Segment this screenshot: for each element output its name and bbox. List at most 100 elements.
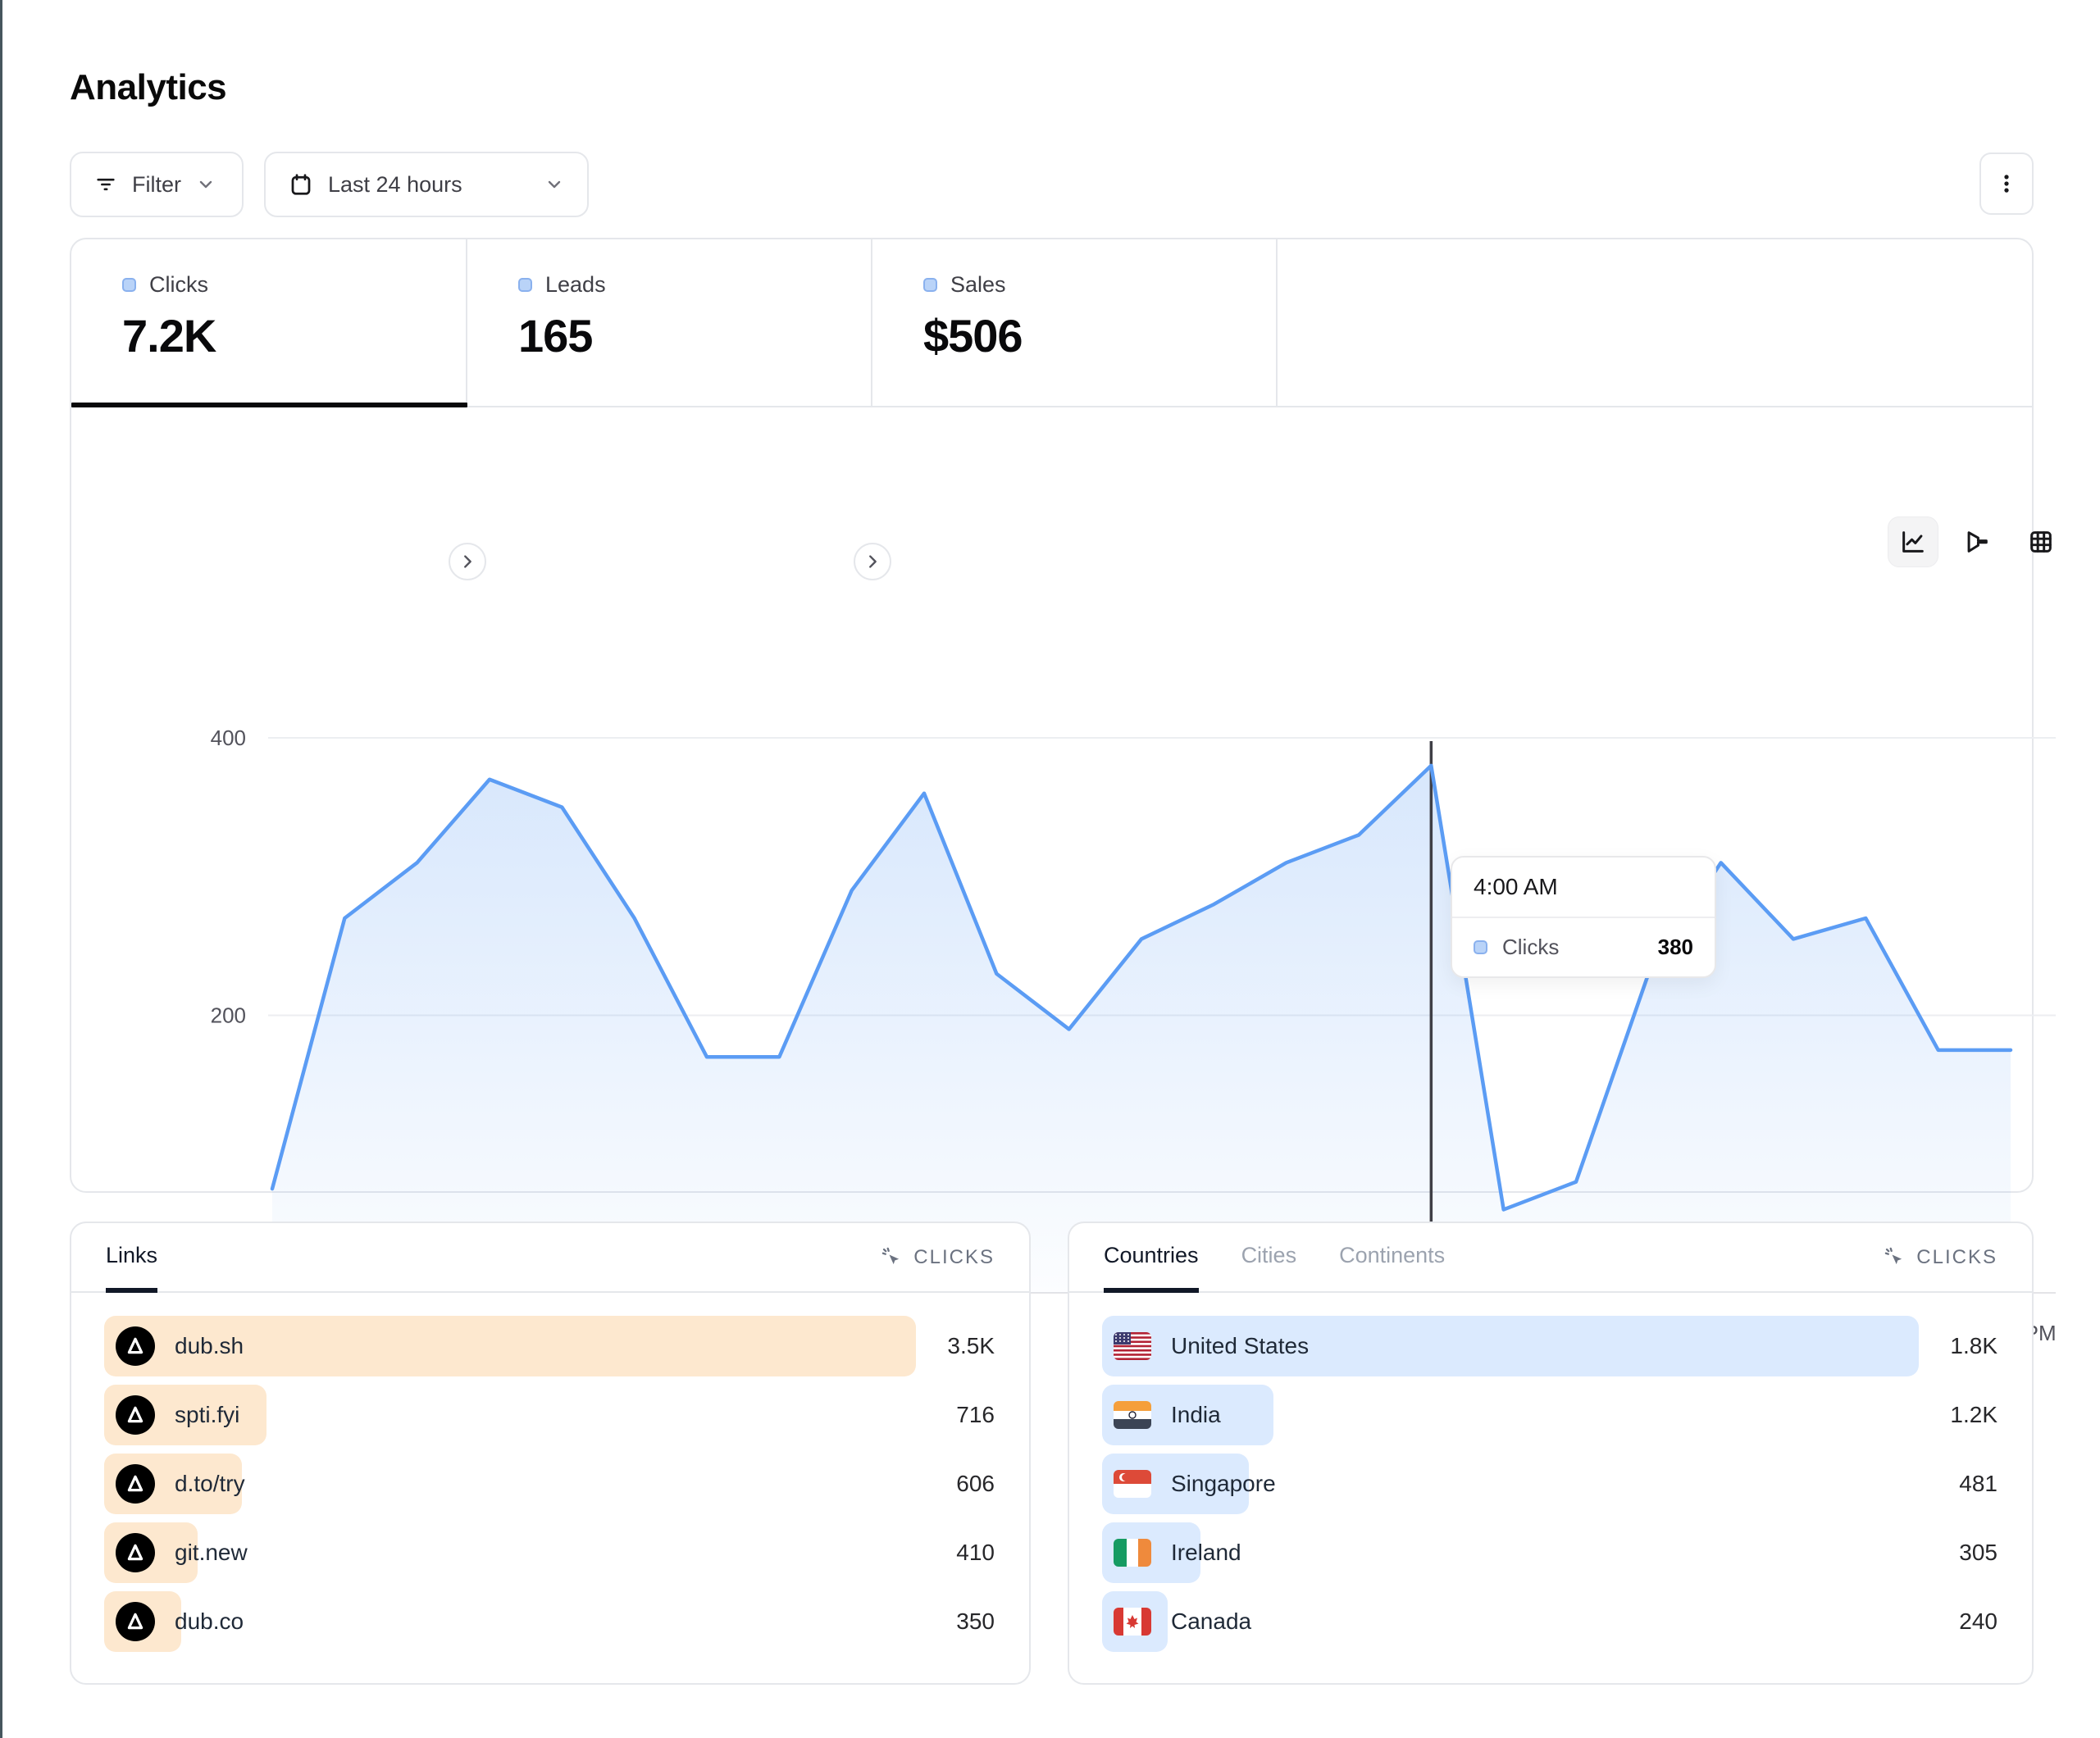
bar-track: Ireland bbox=[1102, 1522, 1919, 1583]
item-value: 1.8K bbox=[1950, 1333, 1998, 1358]
clicks-legend-swatch bbox=[122, 278, 136, 292]
dub-logo-icon bbox=[116, 1395, 155, 1435]
bar-track: git.new bbox=[104, 1522, 916, 1583]
analytics-card: Clicks 7.2K Leads 165 Sales $506 bbox=[70, 238, 2057, 1345]
filter-label: Filter bbox=[132, 171, 181, 197]
item-label: Canada bbox=[1171, 1608, 1252, 1634]
svg-text:200: 200 bbox=[211, 1003, 246, 1028]
item-label: Singapore bbox=[1171, 1471, 1276, 1496]
value-bar bbox=[104, 1316, 916, 1376]
list-item[interactable]: spti.fyi 716 bbox=[104, 1385, 995, 1445]
item-value: 410 bbox=[956, 1540, 995, 1565]
chart-type-switcher bbox=[1888, 516, 2066, 567]
item-value: 305 bbox=[1959, 1540, 1998, 1565]
stats-tabs-row: Clicks 7.2K Leads 165 Sales $506 bbox=[71, 239, 2032, 407]
kebab-menu-icon bbox=[1994, 171, 2019, 196]
item-value: 240 bbox=[1959, 1608, 1998, 1634]
funnel-icon bbox=[1967, 531, 1988, 553]
item-label: United States bbox=[1171, 1333, 1310, 1358]
tooltip-time: 4:00 AM bbox=[1452, 858, 1715, 918]
countries-metric-label: CLICKS bbox=[1916, 1245, 1998, 1268]
flag-us-icon bbox=[1114, 1332, 1151, 1360]
sales-legend-swatch bbox=[923, 278, 937, 292]
dub-logo-icon bbox=[116, 1602, 155, 1641]
links-panel-header: Links CLICKS bbox=[71, 1223, 1029, 1293]
filter-button[interactable]: Filter bbox=[70, 152, 244, 217]
list-item[interactable]: d.to/try 606 bbox=[104, 1454, 995, 1514]
item-label: dub.co bbox=[175, 1608, 244, 1634]
next-metric-button[interactable] bbox=[449, 543, 486, 580]
window-edge bbox=[0, 0, 2, 1738]
list-item[interactable]: Ireland 305 bbox=[1102, 1522, 1998, 1583]
clicks-tab-value: 7.2K bbox=[122, 310, 216, 362]
flag-ca-icon bbox=[1114, 1608, 1151, 1636]
countries-metric-selector[interactable]: CLICKS bbox=[1884, 1223, 1998, 1291]
countries-panel: Countries Cities Continents CLICKS bbox=[1068, 1222, 2034, 1685]
list-item[interactable]: dub.sh 3.5K bbox=[104, 1316, 995, 1376]
tab-cities[interactable]: Cities bbox=[1241, 1243, 1297, 1267]
bar-track: dub.co bbox=[104, 1591, 916, 1652]
links-metric-selector[interactable]: CLICKS bbox=[881, 1223, 995, 1291]
item-label: spti.fyi bbox=[175, 1402, 240, 1427]
tab-sales[interactable]: Sales $506 bbox=[872, 239, 1278, 406]
list-item[interactable]: United States 1.8K bbox=[1102, 1316, 1998, 1376]
dub-logo-icon bbox=[116, 1533, 155, 1572]
chevron-right-icon bbox=[869, 555, 877, 568]
cursor-click-icon bbox=[881, 1246, 904, 1269]
chevron-right-icon bbox=[464, 555, 471, 568]
line-chart-icon bbox=[1902, 531, 1924, 553]
list-item[interactable]: git.new 410 bbox=[104, 1522, 995, 1583]
links-panel: Links CLICKS dub.sh 3.5K bbox=[70, 1222, 1031, 1685]
item-value: 606 bbox=[956, 1471, 995, 1496]
leads-tab-value: 165 bbox=[518, 310, 593, 362]
countries-panel-header: Countries Cities Continents CLICKS bbox=[1069, 1223, 2032, 1293]
bar-track: Canada bbox=[1102, 1591, 1919, 1652]
date-range-label: Last 24 hours bbox=[328, 171, 462, 197]
clicks-tab-label: Clicks bbox=[149, 272, 208, 297]
dub-logo-icon bbox=[116, 1464, 155, 1504]
item-label: India bbox=[1171, 1402, 1221, 1427]
tab-countries[interactable]: Countries bbox=[1104, 1223, 1199, 1293]
list-item[interactable]: Canada 240 bbox=[1102, 1591, 1998, 1652]
list-item[interactable]: India 1.2K bbox=[1102, 1385, 1998, 1445]
line-chart-view-button[interactable] bbox=[1888, 516, 1938, 567]
links-metric-label: CLICKS bbox=[913, 1245, 995, 1268]
chevron-down-icon bbox=[544, 175, 564, 194]
tooltip-series-label: Clicks bbox=[1502, 935, 1560, 959]
dub-logo-icon bbox=[116, 1326, 155, 1366]
next-metric-button[interactable] bbox=[854, 543, 891, 580]
tab-continents[interactable]: Continents bbox=[1339, 1243, 1446, 1267]
bar-track: India bbox=[1102, 1385, 1919, 1445]
tab-clicks[interactable]: Clicks 7.2K bbox=[71, 239, 467, 407]
cursor-click-icon bbox=[1884, 1246, 1906, 1269]
links-list: dub.sh 3.5K spti.fyi 716 bbox=[71, 1293, 1029, 1652]
sales-tab-value: $506 bbox=[923, 310, 1023, 362]
item-label: Ireland bbox=[1171, 1540, 1241, 1565]
value-bar bbox=[1102, 1316, 1919, 1376]
calendar-icon bbox=[289, 172, 313, 197]
item-label: d.to/try bbox=[175, 1471, 245, 1496]
item-value: 350 bbox=[956, 1608, 995, 1634]
grid-table-icon bbox=[2030, 531, 2052, 553]
flag-sg-icon bbox=[1114, 1470, 1151, 1498]
date-range-button[interactable]: Last 24 hours bbox=[264, 152, 589, 217]
more-options-button[interactable] bbox=[1979, 152, 2034, 215]
item-label: git.new bbox=[175, 1540, 248, 1565]
tab-leads[interactable]: Leads 165 bbox=[467, 239, 872, 406]
bar-track: dub.sh bbox=[104, 1316, 916, 1376]
item-value: 1.2K bbox=[1950, 1402, 1998, 1427]
flag-ie-icon bbox=[1114, 1539, 1151, 1567]
bar-track: spti.fyi bbox=[104, 1385, 916, 1445]
page-title: Analytics bbox=[70, 67, 227, 107]
funnel-view-button[interactable] bbox=[1952, 516, 2002, 567]
list-item[interactable]: dub.co 350 bbox=[104, 1591, 995, 1652]
bar-track: d.to/try bbox=[104, 1454, 916, 1514]
tab-links[interactable]: Links bbox=[106, 1223, 158, 1293]
list-item[interactable]: Singapore 481 bbox=[1102, 1454, 1998, 1514]
table-view-button[interactable] bbox=[2016, 516, 2066, 567]
item-value: 481 bbox=[1959, 1471, 1998, 1496]
leads-tab-label: Leads bbox=[545, 272, 606, 297]
tooltip-series-swatch bbox=[1474, 940, 1487, 954]
countries-list: United States 1.8K India 1.2K bbox=[1069, 1293, 2032, 1652]
item-value: 716 bbox=[956, 1402, 995, 1427]
